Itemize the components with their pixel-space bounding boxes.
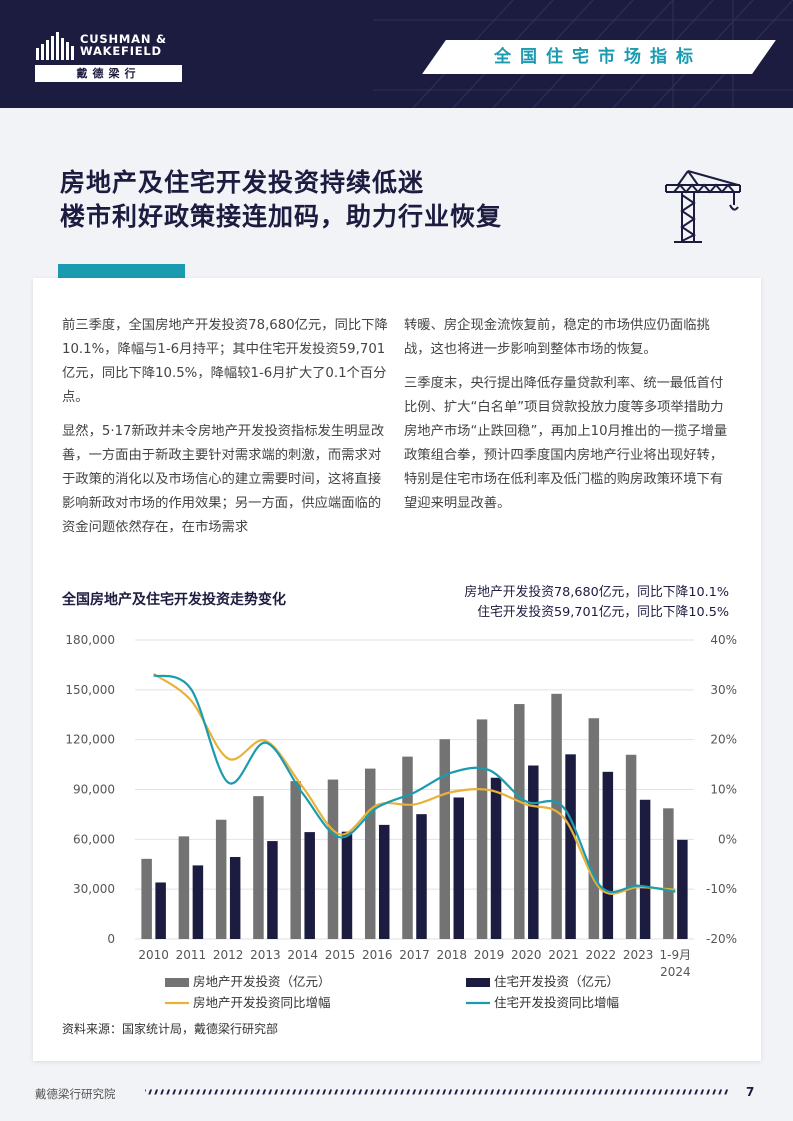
x-tick-label: 2012 (213, 948, 244, 962)
company-logo[interactable]: CUSHMAN & WAKEFIELD 戴德梁行 (35, 30, 185, 82)
y-left-tick-label: 30,000 (73, 882, 115, 896)
investment-chart: 180,000 150,000 120,000 90,000 60,000 30,000 0… (65, 633, 737, 1010)
bar (229, 856, 241, 939)
bar (588, 718, 600, 939)
crane-icon (665, 170, 741, 243)
y-left-tick-label: 150,000 (65, 683, 115, 697)
bar (304, 832, 315, 939)
brand-name-cn: 戴德梁行 (35, 65, 182, 82)
page-title-line1: 房地产及住宅开发投资持续低迷 (60, 168, 425, 197)
paragraph: 显然，5·17新政并未令房地产开发投资指标发生明显改善，一方面由于新政主要针对需… (62, 424, 385, 535)
bar (341, 831, 353, 939)
text-column-right: 转暖、房企现金流恢复前，稳定的市场供应仍面临挑战，这也将进一步影响到整体市场的恢… (404, 314, 734, 526)
bar (416, 814, 427, 939)
paragraph: 转暖、房企现金流恢复前，稳定的市场供应仍面临挑战，这也将进一步影响到整体市场的恢… (404, 318, 710, 357)
bar (625, 754, 637, 939)
y-right-tick-label: -10% (706, 882, 737, 896)
y-left-tick-label: 120,000 (65, 733, 115, 747)
legend-label: 房地产开发投资（亿元） (193, 974, 331, 989)
x-tick-label: 2019 (474, 948, 505, 962)
footer-divider (145, 1089, 730, 1095)
y-right-tick-label: -20% (706, 932, 737, 946)
x-tick-label: 2016 (362, 948, 393, 962)
x-tick-label: 2024 (660, 965, 691, 979)
bar (290, 781, 301, 939)
page-title-line2: 楼市利好政策接连加码，助力行业恢复 (60, 202, 503, 231)
y-right-tick-label: 40% (710, 633, 737, 647)
legend-swatch (466, 978, 490, 987)
chart-note-line2: 住宅开发投资59,701亿元，同比下降10.5% (477, 605, 729, 620)
x-tick-label: 2017 (399, 948, 430, 962)
paragraph: 前三季度，全国房地产开发投资78,680亿元，同比下降10.1%，降幅与1-6月… (62, 318, 388, 405)
y-right-tick-label: 0% (718, 832, 737, 846)
logo-buildings-icon (36, 32, 74, 60)
x-tick-label: 1-9月 (660, 948, 692, 962)
chart-title: 全国房地产及住宅开发投资走势变化 (62, 592, 286, 608)
y-right-tick-label: 10% (710, 783, 737, 797)
bar (327, 779, 339, 939)
bar (215, 819, 227, 939)
content-card: 前三季度，全国房地产开发投资78,680亿元，同比下降10.1%，降幅与1-6月… (33, 278, 761, 1061)
bar (439, 739, 451, 939)
series-line (153, 674, 676, 894)
x-tick-label: 2014 (287, 948, 318, 962)
x-tick-label: 2010 (138, 948, 169, 962)
x-tick-label: 2015 (325, 948, 356, 962)
bar (551, 693, 562, 939)
x-tick-label: 2023 (623, 948, 654, 962)
page-header: CUSHMAN & WAKEFIELD 戴德梁行 全国住宅市场指标 (0, 0, 793, 108)
paragraph: 三季度末，央行提出降低存量贷款利率、统一最低首付比例、扩大“白名单”项目贷款投放… (404, 376, 728, 511)
bar (677, 839, 688, 939)
y-right-tick-label: 30% (710, 683, 737, 697)
bar (178, 836, 190, 939)
bar (192, 865, 204, 939)
y-left-tick-label: 90,000 (73, 783, 115, 797)
bar (514, 704, 525, 939)
bar (364, 768, 376, 939)
legend-label: 住宅开发投资（亿元） (494, 974, 619, 989)
y-left-tick-label: 180,000 (65, 633, 115, 647)
chart-note: 房地产开发投资78,680亿元，同比下降10.1% 住宅开发投资59,701亿元… (464, 583, 729, 623)
bar (528, 765, 539, 939)
bar (402, 756, 413, 939)
x-tick-label: 2022 (586, 948, 617, 962)
bar (141, 858, 152, 939)
legend-label: 房地产开发投资同比增幅 (193, 995, 331, 1010)
brand-name: CUSHMAN & WAKEFIELD (80, 32, 167, 58)
y-right-tick-label: 20% (710, 733, 737, 747)
bar (155, 882, 166, 939)
y-left-tick-label: 60,000 (73, 832, 115, 846)
bar (602, 771, 614, 939)
x-tick-label: 2011 (176, 948, 207, 962)
accent-bar (58, 264, 185, 279)
text-column-left: 前三季度，全国房地产开发投资78,680亿元，同比下降10.1%，降幅与1-6月… (62, 314, 392, 550)
x-tick-label: 2018 (436, 948, 467, 962)
series-line (152, 672, 676, 895)
x-tick-label: 2020 (511, 948, 542, 962)
legend-label: 住宅开发投资同比增幅 (494, 995, 619, 1010)
page-number: 7 (746, 1085, 755, 1099)
bar (267, 841, 278, 939)
section-tag: 全国住宅市场指标 (494, 47, 702, 67)
page-title: 房地产及住宅开发投资持续低迷 楼市利好政策接连加码，助力行业恢复 (60, 166, 502, 234)
footer-label: 戴德梁行研究院 (35, 1087, 116, 1101)
bar (453, 797, 465, 939)
chart-note-line1: 房地产开发投资78,680亿元，同比下降10.1% (464, 585, 729, 600)
bar (663, 808, 674, 939)
y-left-tick-label: 0 (107, 932, 115, 946)
legend-swatch (165, 978, 189, 987)
bar (490, 777, 502, 939)
bar (565, 754, 576, 939)
bar (639, 799, 651, 939)
x-tick-label: 2013 (250, 948, 281, 962)
bar (378, 824, 390, 939)
source-note: 资料来源：国家统计局，戴德梁行研究部 (62, 1022, 279, 1036)
x-tick-label: 2021 (548, 948, 579, 962)
bar (253, 796, 264, 939)
bar (476, 719, 488, 939)
